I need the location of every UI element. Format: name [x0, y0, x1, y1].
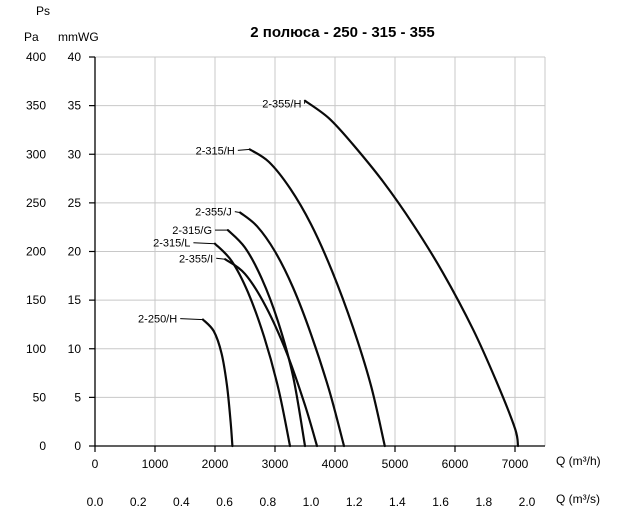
leader-2-355-h — [303, 100, 306, 104]
tick-label-pa: 200 — [26, 245, 46, 259]
series-label-2-355-h: 2-355/H — [262, 99, 301, 111]
tick-label-m3s: 0.4 — [173, 495, 190, 509]
curve-2-355-i — [224, 258, 319, 448]
curve-2-355-h — [303, 99, 520, 448]
series-label-2-315-l: 2-315/L — [153, 238, 190, 250]
tick-label-m3h: 3000 — [262, 457, 289, 471]
tick-label-m3s: 1.2 — [346, 495, 363, 509]
tick-label-mmwg: 25 — [68, 196, 82, 210]
pressure-symbol-label: Ps — [36, 4, 51, 18]
tick-label-m3s: 0.0 — [87, 495, 104, 509]
tick-label-pa: 350 — [26, 99, 46, 113]
tick-label-mmwg: 30 — [68, 147, 82, 161]
curve-2-315-l — [213, 242, 292, 448]
tick-label-pa: 250 — [26, 196, 46, 210]
series-label-2-315-h: 2-315/H — [196, 145, 235, 157]
series-label-2-315-g: 2-315/G — [172, 225, 212, 237]
tick-label-pa: 0 — [39, 439, 46, 453]
tick-label-mmwg: 35 — [68, 99, 82, 113]
tick-label-pa: 400 — [26, 50, 46, 64]
tick-label-m3h: 4000 — [322, 457, 349, 471]
tick-label-pa: 300 — [26, 147, 46, 161]
tick-label-m3s: 2.0 — [519, 495, 536, 509]
tick-label-mmwg: 0 — [74, 439, 81, 453]
series-label-2-355-i: 2-355/I — [179, 253, 213, 265]
tick-label-m3h: 2000 — [202, 457, 229, 471]
pa-unit-label: Pa — [24, 30, 39, 44]
tick-label-mmwg: 40 — [68, 50, 82, 64]
series-label-2-250-h: 2-250/H — [138, 314, 177, 326]
curve-2-315-g — [226, 229, 307, 448]
tick-label-pa: 50 — [33, 390, 47, 404]
curve-2-315-h — [248, 148, 386, 448]
tick-label-mmwg: 15 — [68, 293, 82, 307]
leader-2-355-i — [216, 257, 226, 260]
tick-label-m3s: 1.8 — [475, 495, 492, 509]
tick-label-m3s: 0.8 — [259, 495, 276, 509]
tick-label-m3s: 0.6 — [216, 495, 233, 509]
tick-label-mmwg: 20 — [68, 245, 82, 259]
tick-label-m3s: 1.0 — [303, 495, 320, 509]
tick-label-m3h: 1000 — [142, 457, 169, 471]
series-label-2-355-j: 2-355/J — [195, 207, 232, 219]
tick-label-mmwg: 10 — [68, 342, 82, 356]
tick-label-m3h: 7000 — [502, 457, 529, 471]
flow-s-axis-label: Q (m³/s) — [556, 492, 600, 506]
tick-label-m3h: 0 — [92, 457, 99, 471]
curve-2-250-h — [201, 318, 234, 448]
curve-2-355-j — [239, 211, 346, 448]
leader-2-355-j — [234, 211, 241, 214]
tick-label-m3s: 1.4 — [389, 495, 406, 509]
tick-label-m3s: 0.2 — [130, 495, 147, 509]
flow-hr-axis-label: Q (m³/h) — [556, 454, 601, 468]
chart-title: 2 полюса - 250 - 315 - 355 — [250, 24, 435, 41]
leader-2-315-l — [193, 242, 216, 245]
mmwg-unit-label: mmWG — [58, 30, 99, 44]
leader-2-315-h — [237, 148, 250, 151]
tick-label-mmwg: 5 — [74, 390, 81, 404]
tick-label-m3h: 6000 — [442, 457, 469, 471]
tick-label-m3h: 5000 — [382, 457, 409, 471]
tick-label-pa: 150 — [26, 293, 46, 307]
tick-label-m3s: 1.6 — [432, 495, 449, 509]
leader-2-250-h — [180, 318, 204, 321]
tick-label-pa: 100 — [26, 342, 46, 356]
